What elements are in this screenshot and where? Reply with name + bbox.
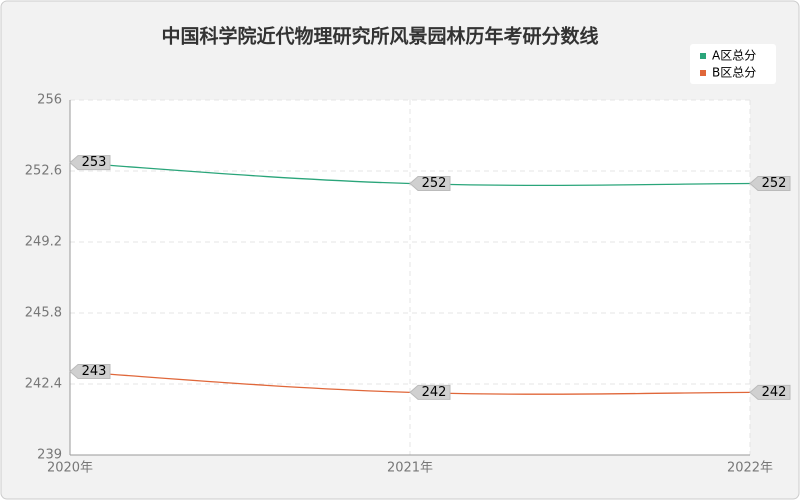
- label-box: [409, 384, 451, 400]
- data-label: 242: [762, 385, 787, 400]
- label-box: [749, 176, 791, 192]
- plot-area: [70, 100, 750, 455]
- data-label: 252: [422, 176, 447, 191]
- label-box: [749, 384, 791, 400]
- legend-swatch: [700, 53, 706, 59]
- data-label: 253: [82, 155, 107, 170]
- label-box: [69, 155, 111, 171]
- legend-label: B区总分: [712, 66, 756, 80]
- data-label: 252: [762, 176, 787, 191]
- legend: [690, 44, 776, 84]
- y-tick-label: 239: [37, 448, 62, 463]
- y-tick-label: 252.6: [25, 164, 62, 179]
- x-tick-label: 2022年: [727, 461, 773, 476]
- y-tick-label: 256: [37, 93, 62, 108]
- x-tick-label: 2021年: [387, 461, 433, 476]
- y-tick-label: 249.2: [25, 235, 62, 250]
- label-box: [69, 363, 111, 379]
- data-label: 243: [82, 364, 107, 379]
- x-tick-label: 2020年: [47, 461, 93, 476]
- y-tick-label: 245.8: [25, 306, 62, 321]
- y-tick-label: 242.4: [25, 377, 62, 392]
- data-label: 242: [422, 385, 447, 400]
- chart-title: 中国科学院近代物理研究所风景园林历年考研分数线: [161, 25, 598, 48]
- legend-label: A区总分: [712, 49, 756, 63]
- legend-swatch: [700, 70, 706, 76]
- label-box: [409, 176, 451, 192]
